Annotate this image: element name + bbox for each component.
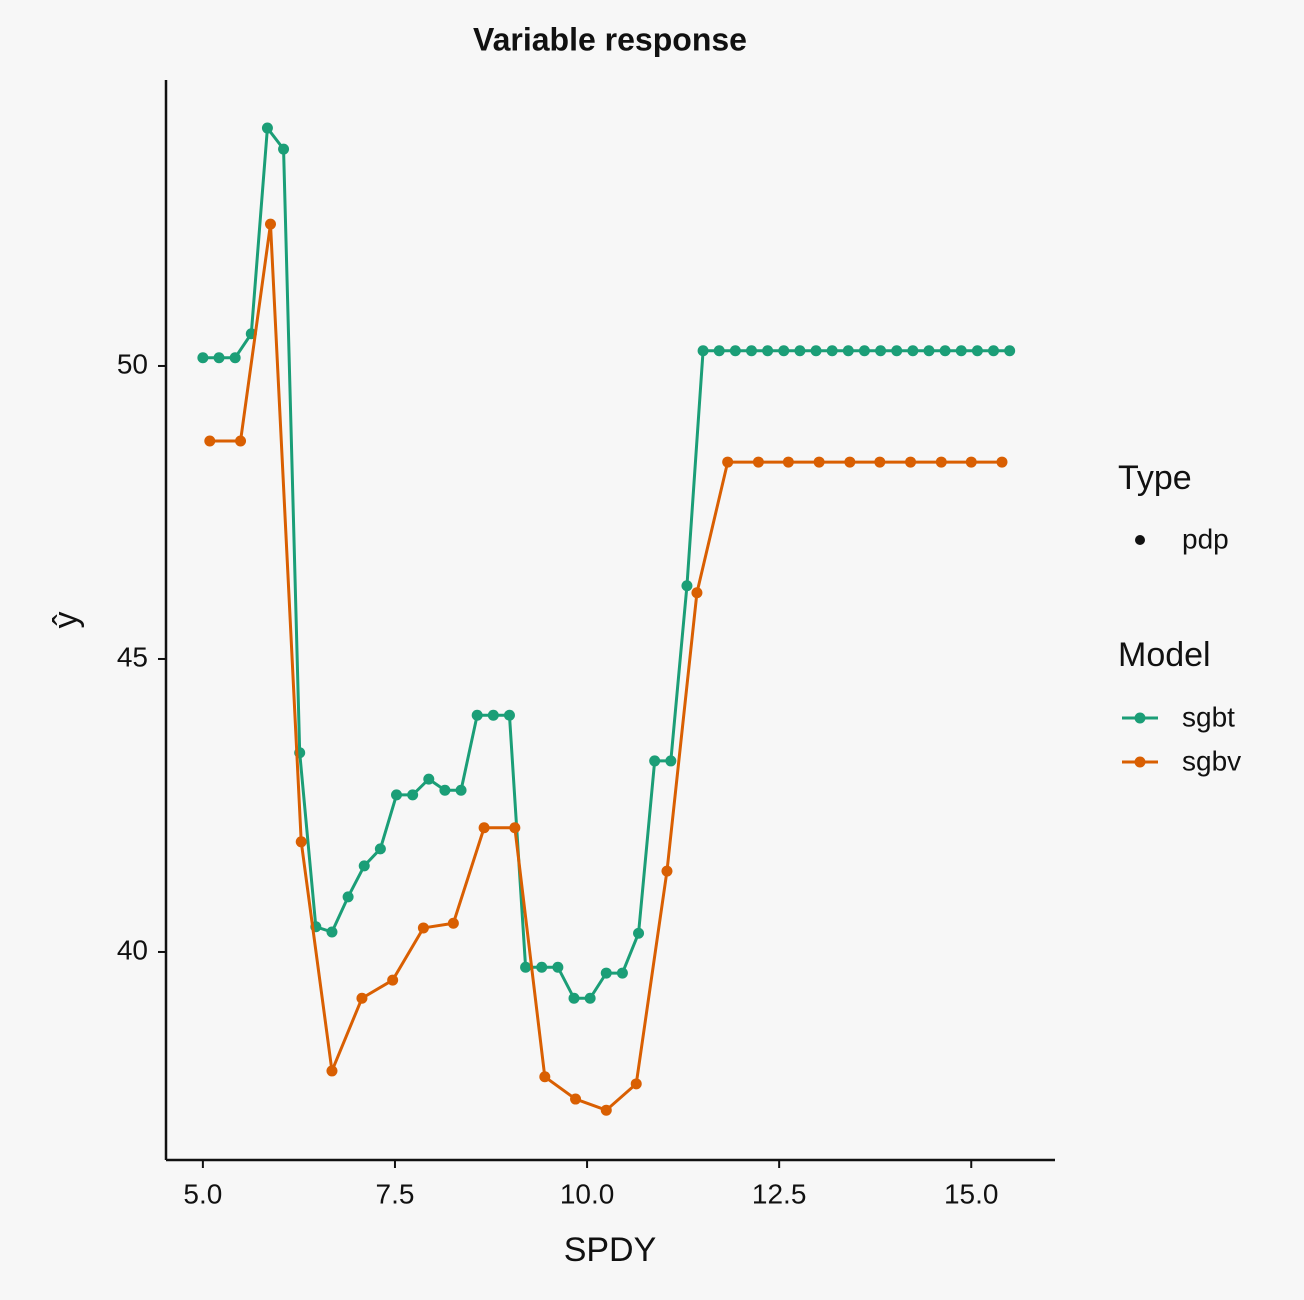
data-point [996, 456, 1008, 468]
data-point [520, 961, 532, 973]
data-point [633, 927, 645, 939]
data-point [417, 922, 429, 934]
data-point [536, 961, 548, 973]
data-point [568, 992, 580, 1004]
data-point [455, 784, 467, 796]
data-point [955, 345, 967, 357]
x-tick-label: 12.5 [752, 1178, 807, 1209]
data-point [729, 345, 741, 357]
data-point [778, 345, 790, 357]
y-tick-label: 40 [117, 934, 148, 965]
data-point [875, 345, 887, 357]
y-tick-label: 50 [117, 348, 148, 379]
legend-marker [1135, 535, 1145, 545]
data-point [891, 345, 903, 357]
data-point [1004, 345, 1016, 357]
x-tick-label: 15.0 [944, 1178, 999, 1209]
data-point [213, 352, 225, 364]
data-point [905, 456, 917, 468]
data-point [509, 822, 521, 834]
legend-label: pdp [1182, 523, 1229, 554]
data-point [665, 755, 677, 767]
y-axis-label: ŷ [47, 612, 85, 629]
data-point [681, 580, 693, 592]
data-point [391, 789, 403, 801]
data-point [478, 822, 490, 834]
data-point [752, 456, 764, 468]
data-point [813, 456, 825, 468]
data-point [858, 345, 870, 357]
data-point [600, 1104, 612, 1116]
data-point [326, 926, 338, 938]
data-point [295, 836, 307, 848]
legend-label: sgbt [1182, 701, 1235, 732]
data-point [844, 456, 856, 468]
data-point [358, 860, 370, 872]
data-point [722, 456, 734, 468]
legend-marker [1134, 712, 1146, 724]
data-point [407, 789, 419, 801]
data-point [697, 345, 709, 357]
data-point [423, 773, 435, 785]
legend-title: Model [1118, 636, 1211, 674]
data-point [261, 122, 273, 134]
data-point [794, 345, 806, 357]
legend-label: sgbv [1182, 745, 1241, 776]
data-point [965, 456, 977, 468]
data-point [874, 456, 886, 468]
data-point [616, 967, 628, 979]
data-point [552, 961, 564, 973]
y-tick-label: 45 [117, 641, 148, 672]
data-point [374, 843, 386, 855]
data-point [971, 345, 983, 357]
data-point [661, 865, 673, 877]
data-point [745, 345, 757, 357]
x-axis-label: SPDY [564, 1231, 657, 1269]
data-point [447, 917, 459, 929]
data-point [923, 345, 935, 357]
legend-marker [1134, 756, 1146, 768]
data-point [503, 709, 515, 721]
x-tick-label: 10.0 [560, 1178, 615, 1209]
data-point [649, 755, 661, 767]
data-point [264, 218, 276, 230]
data-point [387, 974, 399, 986]
data-point [907, 345, 919, 357]
data-point [691, 587, 703, 599]
data-point [939, 345, 951, 357]
data-point [630, 1078, 642, 1090]
data-point [826, 345, 838, 357]
data-point [713, 345, 725, 357]
data-point [935, 456, 947, 468]
data-point [988, 345, 1000, 357]
chart-title: Variable response [473, 21, 747, 57]
legend-title: Type [1118, 459, 1192, 497]
x-tick-label: 7.5 [376, 1178, 415, 1209]
data-point [342, 891, 354, 903]
data-point [471, 709, 483, 721]
data-point [439, 784, 451, 796]
data-point [539, 1071, 551, 1083]
data-point [204, 435, 216, 447]
data-point [326, 1065, 338, 1077]
data-point [487, 709, 499, 721]
data-point [570, 1093, 582, 1105]
data-point [235, 435, 247, 447]
x-tick-label: 5.0 [183, 1178, 222, 1209]
data-point [356, 992, 368, 1004]
data-point [842, 345, 854, 357]
data-point [600, 967, 612, 979]
data-point [278, 143, 290, 155]
data-point [229, 352, 241, 364]
data-point [762, 345, 774, 357]
data-point [782, 456, 794, 468]
data-point [810, 345, 822, 357]
data-point [584, 992, 596, 1004]
data-point [197, 352, 209, 364]
